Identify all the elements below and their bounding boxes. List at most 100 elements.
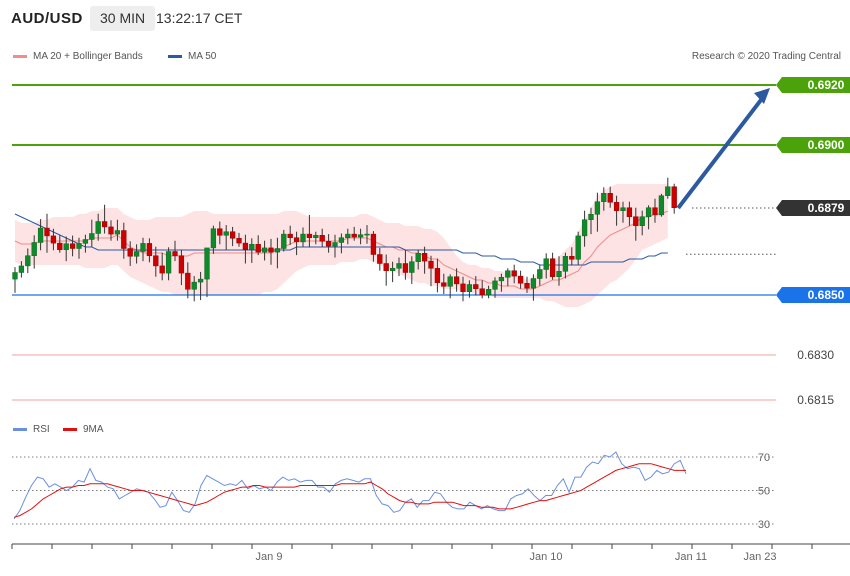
price-level-label: 0.6830 <box>797 348 834 362</box>
candle-bull <box>76 243 82 249</box>
candle-bear <box>306 233 313 238</box>
indicator-legend: MA 20 + Bollinger Bands MA 50 Research ©… <box>0 50 850 66</box>
candle-bull <box>466 284 473 292</box>
candle-bear <box>607 193 613 203</box>
rsi-level-label: 50 <box>758 486 770 498</box>
candle-bull <box>505 270 511 278</box>
candle-bull <box>165 251 172 274</box>
candle-bull <box>658 195 665 216</box>
candle-bull <box>364 233 370 236</box>
candle-bear <box>402 263 409 273</box>
candle-bear <box>101 221 108 228</box>
candle-bull <box>447 276 453 287</box>
candle-bull <box>261 247 268 253</box>
candle-bear <box>524 283 530 289</box>
candle-bull <box>89 233 95 240</box>
candle-bull <box>274 248 281 253</box>
candle-bear <box>287 233 293 238</box>
ma9-swatch-icon <box>63 428 77 431</box>
candle-bear <box>626 207 633 217</box>
candle-bull <box>620 207 626 211</box>
time-axis-label: Jan 11 <box>675 551 707 563</box>
price-axis-labels: 0.6920 0.6900 0.6879 0.6850 0.6830 0.6815 <box>776 77 850 407</box>
candle-bull <box>191 281 197 290</box>
candle-bull <box>575 235 581 260</box>
legend-rsi-label: RSI <box>33 424 50 435</box>
candle-bear <box>319 235 325 242</box>
chart-header: AUD/USD 30 MIN 13:22:17 CET <box>0 0 850 36</box>
candle-bear <box>229 231 236 239</box>
candle-bear <box>479 288 485 295</box>
green-level-tag <box>776 77 850 93</box>
candle-bear <box>370 233 377 255</box>
candle-bear <box>671 186 677 208</box>
time-axis: Jan 9 Jan 10 Jan 11 Jan 23 <box>11 543 850 563</box>
candle-bull <box>300 233 306 243</box>
candle-bear <box>511 270 517 277</box>
ma50-swatch-icon <box>168 55 182 58</box>
candle-bull <box>581 219 588 237</box>
candle-bear <box>153 255 159 267</box>
time-axis-label: Jan 23 <box>743 551 776 563</box>
candle-bear <box>44 227 50 237</box>
candle-bull <box>645 207 652 217</box>
timeframe-selector[interactable]: 30 MIN <box>90 6 156 31</box>
legend-rsi: RSI <box>13 424 50 435</box>
candle-bull <box>338 237 345 243</box>
rsi-level-label: 70 <box>758 452 770 464</box>
candle-bull <box>492 280 498 290</box>
candle-bull <box>357 234 364 238</box>
candle-bear <box>441 282 447 287</box>
candle-bull <box>409 261 415 273</box>
candle-bull <box>543 258 549 270</box>
candle-bear <box>242 242 249 250</box>
rsi-legend: RSI 9MA <box>0 423 300 437</box>
candle-bull <box>37 227 44 243</box>
candle-bull <box>556 271 562 277</box>
candle-bull <box>18 265 25 273</box>
symbol-label: AUD/USD <box>11 10 83 27</box>
candle-bull <box>594 201 601 215</box>
candle-bear <box>172 251 178 256</box>
copyright-label: Research © 2020 Trading Central <box>691 51 841 62</box>
candle-bear <box>460 283 466 292</box>
candle-bear <box>268 247 274 253</box>
legend-ma20: MA 20 + Bollinger Bands <box>13 51 143 62</box>
rsi-line <box>13 451 687 520</box>
candle-bear <box>146 243 153 256</box>
candle-bear <box>127 248 133 257</box>
candle-bear <box>613 202 620 211</box>
rsi-swatch-icon <box>13 428 27 431</box>
price-level-label: 0.6920 <box>808 78 845 92</box>
candle-bull <box>345 233 351 238</box>
candle-bull <box>95 221 101 234</box>
legend-ma50: MA 50 <box>168 51 216 62</box>
legend-ma50-label: MA 50 <box>188 51 217 62</box>
candle-bear <box>50 235 57 244</box>
candle-bear <box>293 237 300 243</box>
candle-bull <box>415 253 421 262</box>
time-axis-label: Jan 10 <box>529 551 562 563</box>
candle-bear <box>421 253 428 262</box>
candle-bull <box>281 233 287 249</box>
candle-bull <box>313 235 319 238</box>
candle-bear <box>325 241 332 247</box>
candle-bull <box>498 277 505 282</box>
candle-bear <box>549 258 556 277</box>
candle-bull <box>25 255 31 267</box>
candle-bull <box>63 243 69 250</box>
candle-bull <box>639 216 645 226</box>
candle-bull <box>332 242 338 247</box>
candle-bear <box>453 276 460 285</box>
candle-bull <box>396 263 402 269</box>
candle-bull <box>210 228 217 249</box>
candles <box>12 177 677 302</box>
candle-bull <box>223 231 229 236</box>
rsi-level-label: 30 <box>758 519 770 531</box>
candle-bear <box>217 228 223 236</box>
legend-9ma: 9MA <box>63 424 104 435</box>
candle-bull <box>197 278 204 283</box>
candle-bear <box>383 263 389 271</box>
candle-bull <box>601 193 607 202</box>
